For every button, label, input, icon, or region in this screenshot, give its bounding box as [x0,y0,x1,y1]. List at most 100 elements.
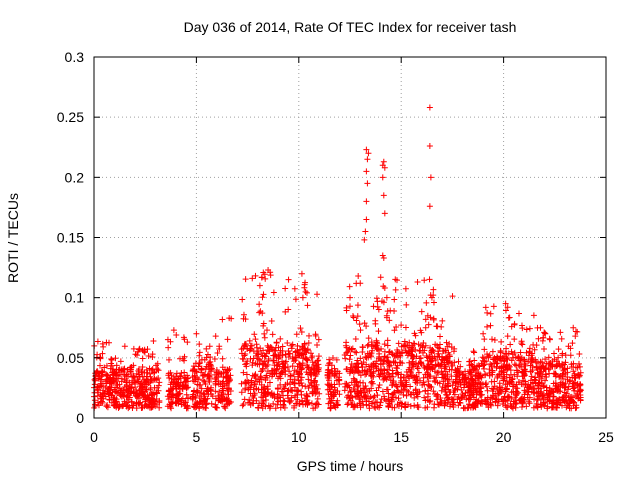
data-point [204,388,211,395]
data-point [577,391,584,398]
data-point [480,362,487,369]
data-point [108,356,115,363]
data-point [487,361,494,368]
data-point [487,322,494,329]
data-point [483,383,490,390]
ticks-layer: 0 5 10 15 20 25 0 0.05 0.1 0.15 0.2 0.25 0.3 [57,49,614,445]
data-point [566,405,573,412]
data-point [259,365,266,372]
data-point [443,339,450,346]
data-point [258,274,265,281]
data-point [375,384,382,391]
data-point [357,327,364,334]
data-point [521,360,528,367]
data-point [260,291,267,298]
data-point [183,391,190,398]
data-point [541,345,548,352]
data-point [474,383,481,390]
data-point [512,394,519,401]
data-point [553,382,560,389]
data-point [527,368,534,375]
data-point [374,298,381,305]
data-point [302,383,309,390]
data-point [262,362,269,369]
data-point [478,374,485,381]
data-point [258,402,265,409]
data-point [139,363,146,370]
data-point [239,296,246,303]
y-tick-label: 0.25 [57,109,84,125]
data-point [393,277,400,284]
data-point [490,386,497,393]
data-point [363,354,370,361]
data-point [523,349,530,356]
data-point [104,404,111,411]
data-point [420,362,427,369]
data-point [352,364,359,371]
data-point [383,294,390,301]
data-point [363,146,370,153]
data-point [296,370,303,377]
data-point [446,376,453,383]
points-layer [91,104,584,412]
data-point [541,365,548,372]
data-point [435,369,442,376]
data-point [250,348,257,355]
data-point [304,357,311,364]
data-point [389,373,396,380]
data-point [434,396,441,403]
y-tick-label: 0.15 [57,230,84,246]
data-point [494,373,501,380]
data-point [508,348,515,355]
data-point [430,388,437,395]
data-point [391,352,398,359]
data-point [497,349,504,356]
data-point [97,362,104,369]
data-point [412,346,419,353]
data-point [513,367,520,374]
data-point [242,378,249,385]
data-point [446,340,453,347]
data-point [509,375,516,382]
data-point [328,381,335,388]
data-point [553,404,560,411]
data-point [118,393,125,400]
data-point [439,383,446,390]
data-point [484,401,491,408]
data-point [266,405,273,412]
data-point [402,347,409,354]
data-point [414,364,421,371]
data-point [133,370,140,377]
data-point [327,405,334,412]
data-point [272,351,279,358]
data-point [373,358,380,365]
data-point [441,373,448,380]
data-point [384,342,391,349]
data-point [274,401,281,408]
data-point [129,404,136,411]
data-point [224,336,231,343]
data-point [444,343,451,350]
data-point [427,383,434,390]
data-point [380,254,387,261]
data-point [397,374,404,381]
data-point [190,366,197,373]
data-point [368,400,375,407]
data-point [489,367,496,374]
data-point [99,372,106,379]
data-point [361,236,368,243]
data-point [482,372,489,379]
data-point [491,337,498,344]
data-point [264,342,271,349]
data-point [290,358,297,365]
data-point [428,294,435,301]
data-point [204,373,211,380]
data-point [559,402,565,409]
data-point [153,366,160,373]
data-point [285,276,292,283]
data-point [508,378,515,385]
data-point [372,362,379,369]
data-point [542,356,549,363]
data-point [95,370,102,377]
